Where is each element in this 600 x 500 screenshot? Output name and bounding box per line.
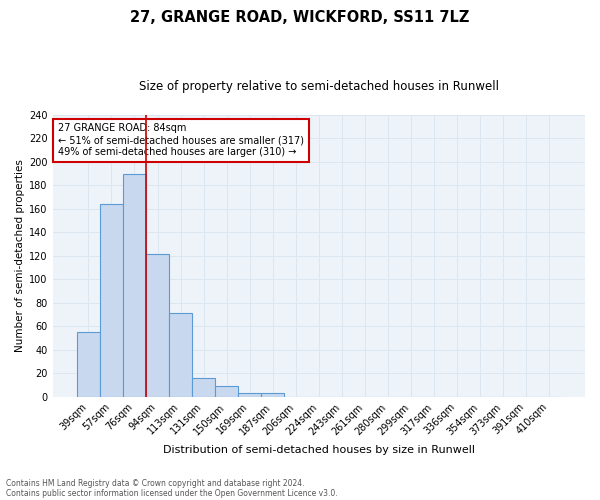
Text: 27 GRANGE ROAD: 84sqm
← 51% of semi-detached houses are smaller (317)
49% of sem: 27 GRANGE ROAD: 84sqm ← 51% of semi-deta… (58, 124, 304, 156)
Bar (123, 174, 146, 397)
Title: Size of property relative to semi-detached houses in Runwell: Size of property relative to semi-detach… (139, 80, 499, 93)
Bar (100, 204, 123, 397)
Text: 27, GRANGE ROAD, WICKFORD, SS11 7LZ: 27, GRANGE ROAD, WICKFORD, SS11 7LZ (130, 10, 470, 25)
Bar (215, 386, 238, 397)
Bar (261, 394, 284, 397)
Bar (146, 254, 169, 397)
Bar (192, 378, 215, 397)
X-axis label: Distribution of semi-detached houses by size in Runwell: Distribution of semi-detached houses by … (163, 445, 475, 455)
Bar (238, 394, 261, 397)
Bar (169, 314, 192, 397)
Bar (77, 332, 100, 397)
Text: Contains public sector information licensed under the Open Government Licence v3: Contains public sector information licen… (6, 488, 338, 498)
Text: Contains HM Land Registry data © Crown copyright and database right 2024.: Contains HM Land Registry data © Crown c… (6, 478, 305, 488)
Y-axis label: Number of semi-detached properties: Number of semi-detached properties (15, 160, 25, 352)
